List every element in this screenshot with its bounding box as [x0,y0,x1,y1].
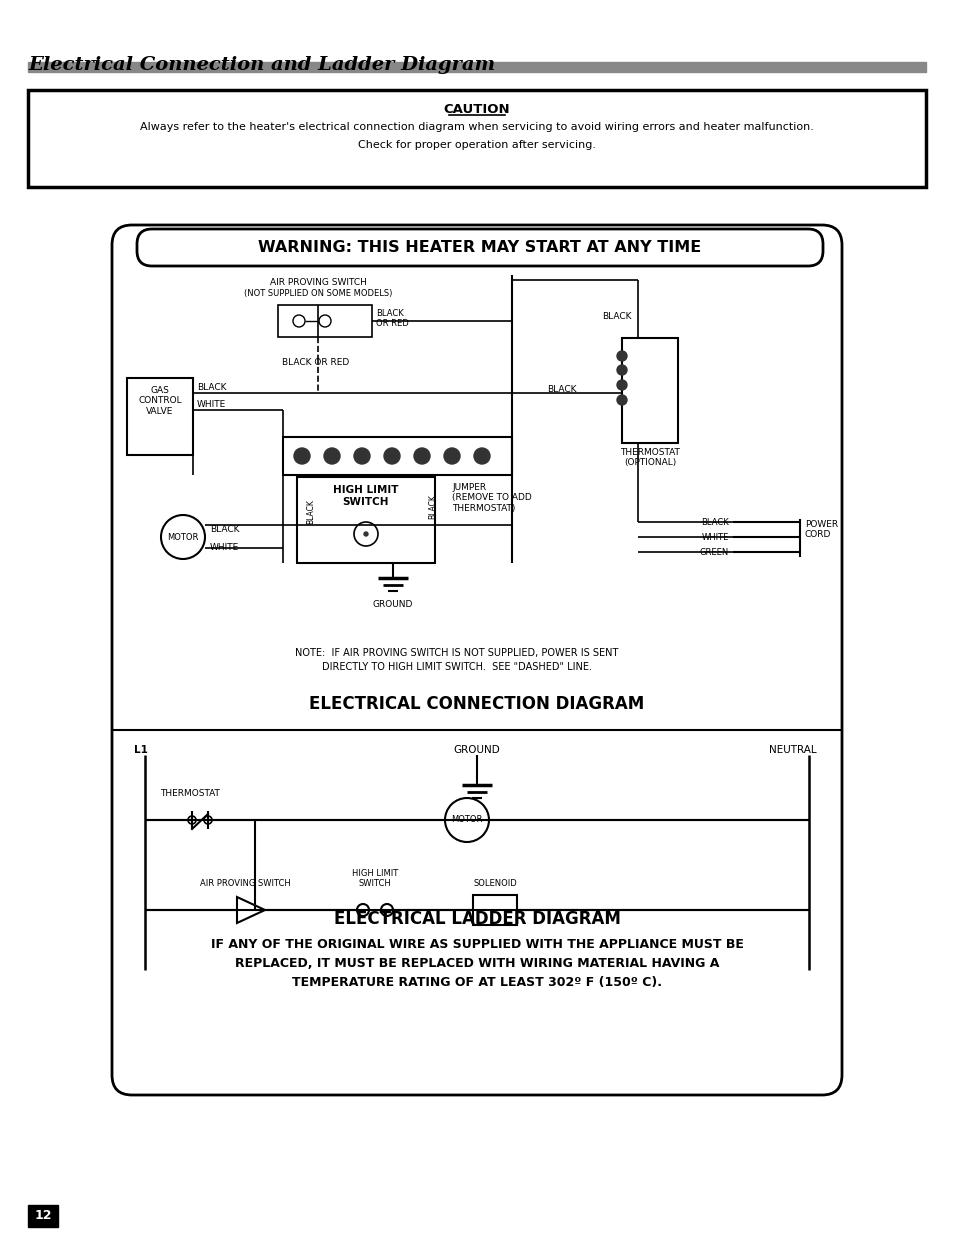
Bar [28,62,925,72]
Text: TEMPERATURE RATING OF AT LEAST 302º F (150º C).: TEMPERATURE RATING OF AT LEAST 302º F (1… [292,976,661,989]
FancyBboxPatch shape [28,90,925,186]
Text: BLACK: BLACK [601,312,631,321]
Circle shape [617,395,626,405]
Text: BLACK: BLACK [210,525,239,534]
Text: THERMOSTAT: THERMOSTAT [160,789,219,798]
Text: THERMOSTAT
(OPTIONAL): THERMOSTAT (OPTIONAL) [619,448,679,467]
Text: AIR PROVING SWITCH: AIR PROVING SWITCH [270,278,366,287]
Text: WHITE: WHITE [700,532,728,541]
FancyBboxPatch shape [112,225,841,1095]
Circle shape [324,448,339,464]
Text: REPLACED, IT MUST BE REPLACED WITH WIRING MATERIAL HAVING A: REPLACED, IT MUST BE REPLACED WITH WIRIN… [234,957,719,969]
Text: BLACK: BLACK [428,494,437,519]
Text: NOTE:  IF AIR PROVING SWITCH IS NOT SUPPLIED, POWER IS SENT: NOTE: IF AIR PROVING SWITCH IS NOT SUPPL… [295,648,618,658]
Text: Check for proper operation after servicing.: Check for proper operation after servici… [357,140,596,149]
Circle shape [354,522,377,546]
FancyBboxPatch shape [283,437,512,475]
FancyBboxPatch shape [296,477,435,563]
Text: WARNING: THIS HEATER MAY START AT ANY TIME: WARNING: THIS HEATER MAY START AT ANY TI… [258,240,700,254]
Text: MOTOR: MOTOR [167,532,198,541]
Circle shape [617,366,626,375]
Circle shape [414,448,430,464]
Text: BLACK: BLACK [306,499,315,524]
Circle shape [354,448,370,464]
Text: BLACK OR RED: BLACK OR RED [282,358,349,367]
Circle shape [444,798,489,842]
Text: BLACK: BLACK [547,385,577,394]
Circle shape [204,816,212,824]
Circle shape [161,515,205,559]
FancyBboxPatch shape [127,378,193,454]
Circle shape [617,380,626,390]
Circle shape [294,448,310,464]
Text: HIGH LIMIT
SWITCH: HIGH LIMIT SWITCH [333,485,398,506]
Text: IF ANY OF THE ORIGINAL WIRE AS SUPPLIED WITH THE APPLIANCE MUST BE: IF ANY OF THE ORIGINAL WIRE AS SUPPLIED … [211,939,742,951]
Circle shape [443,448,459,464]
Circle shape [356,904,369,916]
Text: WHITE: WHITE [196,400,226,409]
Circle shape [188,816,195,824]
Text: BLACK: BLACK [196,383,226,391]
Text: Electrical Connection and Ladder Diagram: Electrical Connection and Ladder Diagram [28,56,495,74]
Text: HIGH LIMIT
SWITCH: HIGH LIMIT SWITCH [352,868,397,888]
FancyBboxPatch shape [473,895,517,925]
Text: ELECTRICAL LADDER DIAGRAM: ELECTRICAL LADDER DIAGRAM [334,910,619,927]
Text: SOLENOID: SOLENOID [473,879,517,888]
Text: WHITE: WHITE [210,543,239,552]
Circle shape [293,315,305,327]
Circle shape [617,351,626,361]
Text: NEUTRAL: NEUTRAL [768,745,816,755]
FancyBboxPatch shape [277,305,372,337]
Text: AIR PROVING SWITCH: AIR PROVING SWITCH [199,879,290,888]
Text: GROUND: GROUND [453,745,500,755]
Text: BLACK: BLACK [700,517,728,526]
Circle shape [318,315,331,327]
Text: L1: L1 [133,745,148,755]
FancyBboxPatch shape [621,338,678,443]
Text: GAS
CONTROL
VALVE: GAS CONTROL VALVE [138,387,182,416]
Text: 12: 12 [34,1209,51,1223]
Bar [28,1205,58,1228]
Text: Always refer to the heater's electrical connection diagram when servicing to avo: Always refer to the heater's electrical … [140,122,813,132]
Text: CAUTION: CAUTION [443,103,510,116]
Text: JUMPER
(REMOVE TO ADD
THERMOSTAT): JUMPER (REMOVE TO ADD THERMOSTAT) [452,483,531,513]
Circle shape [384,448,399,464]
Text: MOTOR: MOTOR [451,815,482,825]
Circle shape [474,448,490,464]
FancyBboxPatch shape [137,228,822,266]
Text: (NOT SUPPLIED ON SOME MODELS): (NOT SUPPLIED ON SOME MODELS) [244,289,392,298]
Text: ELECTRICAL CONNECTION DIAGRAM: ELECTRICAL CONNECTION DIAGRAM [309,695,644,713]
Text: GREEN: GREEN [699,547,728,557]
Circle shape [380,904,393,916]
Text: POWER
CORD: POWER CORD [804,520,838,540]
Text: BLACK
OR RED: BLACK OR RED [375,309,408,329]
Circle shape [364,532,368,536]
Text: GROUND: GROUND [373,600,413,609]
Text: DIRECTLY TO HIGH LIMIT SWITCH.  SEE "DASHED" LINE.: DIRECTLY TO HIGH LIMIT SWITCH. SEE "DASH… [322,662,592,672]
